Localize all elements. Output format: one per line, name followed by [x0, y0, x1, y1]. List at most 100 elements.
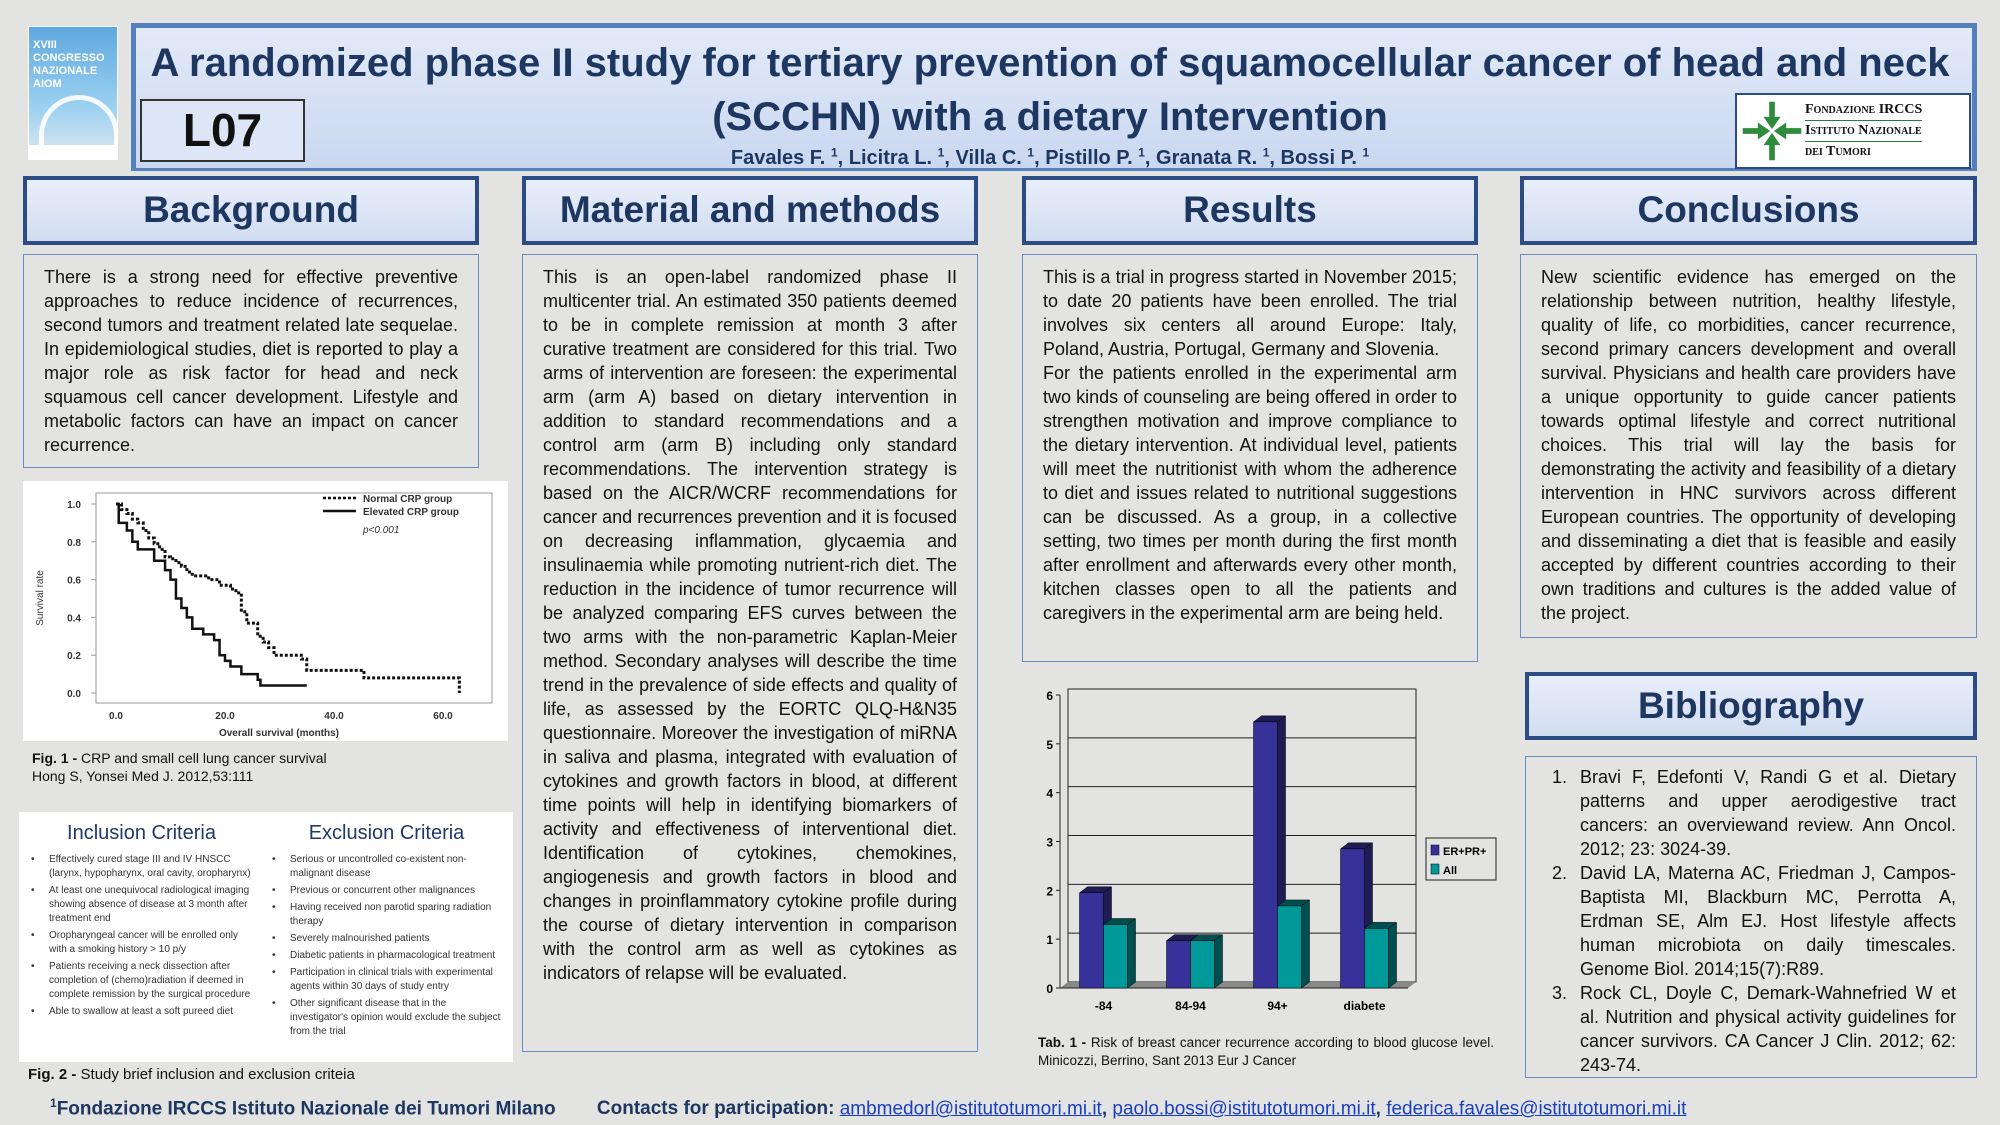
x-tick-label: 40.0 — [324, 711, 344, 722]
logo-line: Fondazione IRCCS — [1805, 100, 1923, 121]
author: Bossi P. 1 — [1280, 145, 1370, 169]
author: Pistillo P. 1, — [1045, 145, 1157, 169]
x-tick-label: 60.0 — [433, 711, 453, 722]
exclusion-item: Other significant disease that in the in… — [266, 997, 507, 1039]
poster-title: A randomized phase II study for tertiary… — [150, 36, 1950, 144]
y-axis-label: Survival rate — [35, 570, 46, 626]
exclusion-item: Serious or uncontrolled co-existent non-… — [266, 853, 507, 881]
bibliography-item: Rock CL, Doyle C, Demark-Wahnefried W et… — [1572, 981, 1956, 1077]
poster-header — [131, 23, 1977, 171]
legend-label: ER+PR+ — [1443, 846, 1486, 858]
tab1-text: Risk of breast cancer recurrence accordi… — [1038, 1035, 1494, 1068]
contacts-label: Contacts for participation: — [596, 1098, 835, 1120]
author-affiliation: 1 — [830, 145, 838, 159]
bar-All--84 — [1103, 924, 1128, 989]
logo-line: Istituto Nazionale — [1805, 121, 1923, 142]
results-paragraph: This is a trial in progress started in N… — [1043, 267, 1457, 359]
title-line-1: A randomized phase II study for tertiary… — [150, 41, 1950, 85]
inclusion-item: At least one unequivocal radiological im… — [25, 884, 258, 926]
bibliography-box: Bravi F, Edefonti V, Randi G et al. Diet… — [1525, 756, 1977, 1078]
inclusion-item: Effectively cured stage III and IV HNSCC… — [25, 853, 258, 881]
author-affiliation: 1 — [1138, 145, 1145, 159]
y-tick-label: 2 — [1046, 884, 1053, 898]
plot-frame — [95, 492, 493, 704]
y-tick-label: 0.8 — [67, 538, 81, 549]
affiliation-sup: 1 — [50, 1096, 57, 1110]
author-name: Villa C. — [955, 146, 1022, 169]
legend-label: Normal CRP group — [363, 494, 452, 505]
y-tick-label: 6 — [1046, 689, 1053, 703]
email-link[interactable]: paolo.bossi@istitutotumori.mi.it — [1112, 1098, 1376, 1120]
conclusions-text: New scientific evidence has emerged on t… — [1520, 254, 1977, 638]
logo-footer-strip — [29, 145, 117, 159]
section-header-methods: Material and methods — [522, 176, 978, 245]
fig1-text: CRP and small cell lung cancer survival — [81, 750, 327, 766]
section-header-conclusions: Conclusions — [1520, 176, 1977, 245]
author-name: Licitra L. — [848, 146, 933, 169]
legend-label: All — [1443, 865, 1457, 877]
y-tick-label: 0.2 — [67, 651, 81, 662]
criteria-figure: Inclusion Criteria Effectively cured sta… — [19, 812, 513, 1062]
y-tick-label: 5 — [1046, 738, 1053, 752]
exclusion-item: Having received non parotid sparing radi… — [266, 901, 507, 929]
author-name: Granata R. — [1156, 146, 1258, 169]
bar-ER+PR+-84-94 — [1166, 940, 1191, 989]
km-curve-elevated — [116, 502, 307, 687]
exclusion-item: Severely malnourished patients — [266, 932, 507, 946]
methods-text: This is an open-label randomized phase I… — [522, 254, 978, 1052]
author-affiliation: 1 — [1027, 145, 1035, 159]
bar-All-diabete — [1364, 928, 1389, 989]
section-header-results: Results — [1022, 176, 1478, 245]
fig1-source: Hong S, Yonsei Med J. 2012,53:111 — [32, 768, 254, 784]
bar-ER+PR+-diabete — [1340, 848, 1365, 989]
inclusion-list: Effectively cured stage III and IV HNSCC… — [25, 853, 258, 1019]
author: Granata R. 1, — [1156, 145, 1281, 169]
logo-line: dei Tumori — [1805, 144, 1871, 159]
author-name: Bossi P. — [1280, 146, 1357, 169]
section-header-bibliography: Bibliography — [1525, 672, 1977, 740]
author: Villa C. 1, — [955, 145, 1046, 169]
bar-All-84-94 — [1190, 940, 1215, 989]
exclusion-item: Previous or concurrent other malignances — [266, 884, 507, 898]
x-tick-label: 84-94 — [1175, 999, 1206, 1013]
x-axis-label: Overall survival (months) — [219, 728, 339, 739]
bibliography-item: David LA, Materna AC, Friedman J, Campos… — [1572, 861, 1956, 981]
y-tick-label: 0.0 — [67, 689, 81, 700]
x-tick-label: -84 — [1095, 999, 1113, 1013]
exclusion-column: Exclusion Criteria Serious or uncontroll… — [266, 812, 507, 1062]
inclusion-column: Inclusion Criteria Effectively cured sta… — [25, 812, 266, 1062]
bar-side — [1301, 899, 1310, 989]
affiliation: Fondazione IRCCS Istituto Nazionale dei … — [56, 1098, 556, 1120]
congress-logo: XVIII CONGRESSO NAZIONALE AIOM — [28, 26, 118, 160]
email-link[interactable]: federica.favales@istitutotumori.mi.it — [1386, 1098, 1687, 1120]
legend-swatch — [1430, 863, 1440, 875]
fig1-caption: Fig. 1 - CRP and small cell lung cancer … — [32, 749, 472, 785]
results-paragraph: For the patients enrolled in the experim… — [1043, 363, 1457, 623]
fig2-caption: Fig. 2 - Study brief inclusion and exclu… — [28, 1066, 355, 1084]
bar-ER+PR+--84 — [1079, 892, 1104, 989]
bar-chart: 0 1 2 3 4 5 6 -84 84-94 94+ diabete ER+PR+ All — [1046, 688, 1497, 1013]
legend-box — [1425, 837, 1497, 881]
author-affiliation: 1 — [1362, 145, 1370, 159]
institute-logo: Fondazione IRCCS Istituto Nazionale dei Tu… — [1735, 93, 1971, 169]
tab1-caption: Tab. 1 - Risk of breast cancer recurrenc… — [1038, 1034, 1494, 1070]
author-affiliation: 1 — [937, 145, 945, 159]
bar-side — [1388, 921, 1397, 989]
legend-label: Elevated CRP group — [363, 507, 459, 518]
author-affiliation: 1 — [1262, 145, 1270, 159]
x-tick-label: diabete — [1343, 999, 1385, 1013]
km-curve-normal — [116, 502, 461, 693]
inclusion-item: Able to swallow at least a soft pureed d… — [25, 1005, 258, 1019]
arrows-icon — [1742, 101, 1802, 161]
inclusion-item: Oropharyngeal cancer will be enrolled on… — [25, 929, 258, 957]
exclusion-title: Exclusion Criteria — [308, 822, 465, 844]
bar-All-94+ — [1277, 905, 1302, 989]
section-header-background: Background — [23, 176, 479, 245]
email-link[interactable]: ambmedorl@istitutotumori.mi.it — [839, 1098, 1102, 1120]
author: Licitra L. 1, — [848, 145, 956, 169]
y-tick-label: 0.6 — [67, 576, 81, 587]
y-tick-label: 4 — [1046, 787, 1053, 801]
bibliography-list: Bravi F, Edefonti V, Randi G et al. Diet… — [1546, 765, 1956, 1077]
fig2-label: Fig. 2 - — [28, 1066, 77, 1083]
plot-floor — [1060, 982, 1416, 988]
